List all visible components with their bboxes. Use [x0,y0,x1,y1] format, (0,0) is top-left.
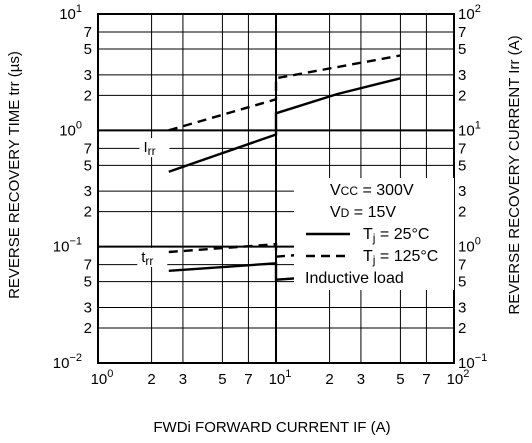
legend-label: VD = 15V [330,204,396,221]
y-right-tick-label: 5 [458,274,466,291]
y-right-tick-label: 10−1 [458,352,487,372]
series-line-1 [168,54,401,132]
y-left-tick-label: 100 [59,119,82,139]
x-tick-label: 3 [357,371,365,388]
curve-label: Irr [143,139,155,158]
x-axis-title: FWDi FORWARD CURRENT IF (A) [153,419,390,436]
curve-labels: Irr trr [137,138,170,268]
x-tick-label: 2 [147,371,155,388]
x-tick-label: 100 [91,368,114,388]
legend-label: VCC = 300V [330,182,414,199]
y-right-tick-label: 5 [458,41,466,58]
x-tick-label: 2 [325,371,333,388]
legend-label: Tj = 125°C [363,248,438,267]
y-left-axis-title: REVERSE RECOVERY TIME trr (µs) [6,51,23,299]
y-right-tick-label: 7 [458,257,466,274]
legend-label: Tj = 25°C [363,226,429,245]
y-left-tick-label: 2 [84,204,92,221]
y-right-tick-label: 2 [458,204,466,221]
y-right-tick-label: 102 [458,3,481,23]
series-line-2 [168,77,401,173]
y-right-tick-label: 3 [458,67,466,84]
x-tick-label: 7 [244,371,252,388]
y-right-tick-label: 101 [458,119,481,139]
legend: VCC = 300V VD = 15V Tj = 25°C Tj = 125°C Ind… [294,178,454,290]
y-left-tick-label: 3 [84,299,92,316]
y-right-tick-label: 3 [458,183,466,200]
legend-label: Inductive load [305,270,404,287]
curve-label-bg [137,247,168,267]
y-left-tick-label: 3 [84,67,92,84]
x-tick-label: 3 [179,371,187,388]
y-left-tick-label: 5 [84,274,92,291]
y-left-tick-label: 10−1 [53,236,82,256]
y-left-tick-label: 10−2 [53,352,82,372]
y-left-tick-label: 7 [84,140,92,157]
y-right-tick-label: 2 [458,87,466,104]
y-left-tick-label: 7 [84,24,92,41]
x-tick-label: 5 [218,371,226,388]
y-right-tick-label: 2 [458,320,466,337]
y-right-tick-label: 7 [458,140,466,157]
y-left-tick-label: 2 [84,320,92,337]
curve-label: trr [141,249,153,268]
y-left-tick-label: 2 [84,87,92,104]
y-right-tick-label: 100 [458,236,481,256]
y-left-tick-label: 3 [84,183,92,200]
y-left-tick-label: 5 [84,157,92,174]
y-right-axis-title: REVERSE RECOVERY CURRENT Irr (A) [506,35,523,314]
y-right-tick-label: 5 [458,157,466,174]
y-left-tick-label: 7 [84,257,92,274]
x-tick-label: 5 [396,371,404,388]
y-left-tick-label: 5 [84,41,92,58]
y-left-tick-label: 101 [59,3,82,23]
x-tick-label: 101 [269,368,292,388]
x-tick-label: 7 [422,371,430,388]
y-right-tick-label: 7 [458,24,466,41]
curve-label-bg [139,138,170,158]
y-right-tick-label: 3 [458,299,466,316]
